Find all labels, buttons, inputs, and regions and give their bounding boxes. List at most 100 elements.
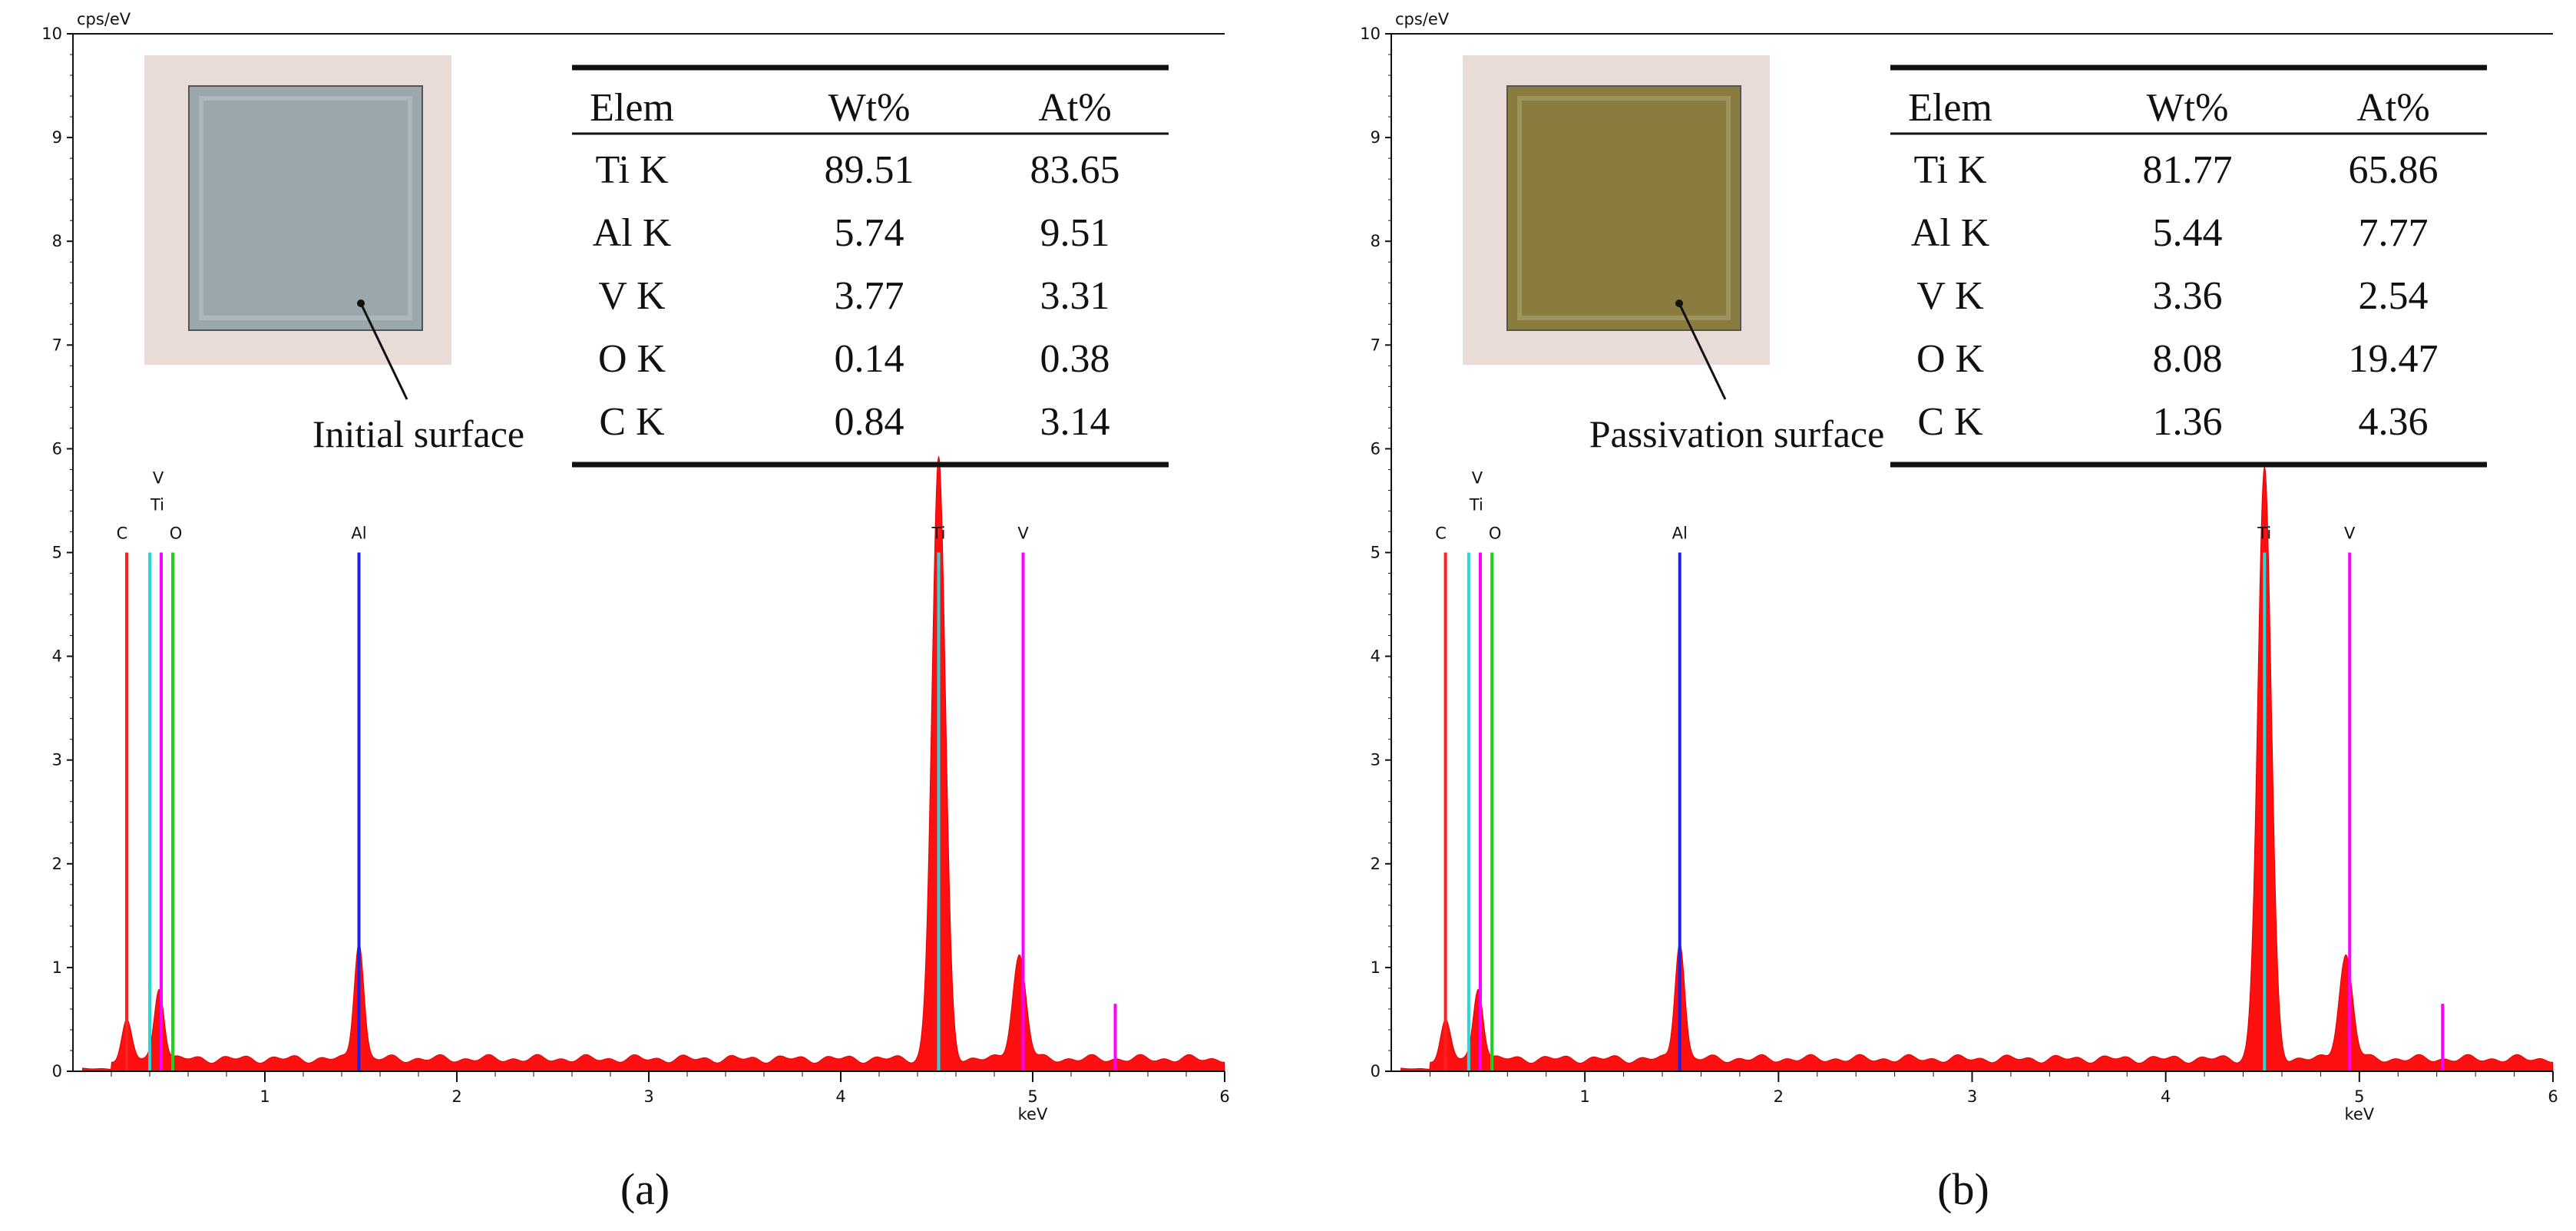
x-tick-label: 4	[835, 1087, 845, 1106]
table-value: 83.65	[1030, 148, 1120, 192]
panel-label: (b)	[1937, 1164, 1989, 1214]
table-value: 0.14	[835, 337, 904, 381]
table-value: 8.08	[2153, 337, 2223, 381]
eds-panel-b: C Ti V O Al Ti V 0 1 2 3 4 5 6 7 8 9 10 1 2 3 4 5 6 cps/eV keV Pas…	[1360, 10, 2558, 1214]
x-tick-label: 3	[643, 1087, 653, 1106]
panel-label: (a)	[620, 1164, 670, 1214]
element-label: Ti	[1469, 496, 1483, 515]
x-tick-label: 1	[260, 1087, 270, 1106]
y-tick-label: 4	[1371, 647, 1381, 666]
x-tick-label: 2	[451, 1087, 461, 1106]
caption-pointer	[1678, 303, 1727, 400]
eds-spectrum	[82, 456, 1225, 1072]
table-value: 5.74	[835, 211, 904, 255]
table-value: 2.54	[2359, 274, 2429, 318]
x-tick-label: 5	[1027, 1087, 1037, 1106]
y-tick-label: 4	[52, 647, 62, 666]
element-label: V	[1017, 524, 1029, 543]
table-element: V K	[1916, 274, 1984, 318]
y-axis-label: cps/eV	[1395, 10, 1450, 28]
table-element: Ti K	[596, 148, 669, 192]
x-tick-label: 5	[2354, 1087, 2364, 1106]
table-header: At%	[2356, 86, 2429, 130]
y-tick-label: 2	[1371, 855, 1381, 873]
y-tick-label: 1	[1371, 958, 1381, 977]
sample-caption: Initial surface	[312, 412, 524, 455]
element-label: O	[170, 524, 183, 543]
y-tick-label: 5	[1371, 544, 1381, 562]
element-label: V	[2344, 524, 2356, 543]
table-element: Ti K	[1914, 148, 1987, 192]
table-value: 0.84	[835, 400, 904, 444]
y-tick-label: 5	[52, 544, 62, 562]
sample-sheen	[1517, 96, 1731, 320]
caption-pointer	[359, 303, 408, 400]
table-element: Al K	[1911, 211, 1990, 255]
element-label: Al	[351, 524, 366, 543]
sample-photo: Passivation surface	[1463, 55, 1884, 455]
x-tick-label: 6	[2548, 1087, 2558, 1106]
element-label: O	[1489, 524, 1502, 543]
y-tick-label: 8	[1371, 232, 1381, 250]
y-tick-label: 3	[1371, 751, 1381, 769]
y-tick-label: 1	[52, 958, 62, 977]
composition-table: Elem Wt% At% Ti K 89.51 83.65 Al K 5.74 9.51 V K 3…	[572, 65, 1169, 468]
y-tick-label: 3	[52, 751, 62, 769]
element-label: V	[153, 469, 164, 488]
x-tick-label: 4	[2161, 1087, 2171, 1106]
eds-panel-a: C Ti V O Al Ti V 0 1 2 3 4 5 6 7 8 9 10 1 2 3 4 5 6 cps/eV keV Ini…	[41, 10, 1229, 1214]
table-header: Elem	[1908, 86, 1992, 130]
y-tick-label: 2	[52, 855, 62, 873]
table-value: 1.36	[2153, 400, 2223, 444]
table-value: 9.51	[1040, 211, 1110, 255]
table-value: 4.36	[2359, 400, 2429, 444]
element-label: V	[1472, 469, 1483, 488]
y-tick-label: 8	[52, 232, 62, 250]
table-value: 3.14	[1040, 400, 1110, 444]
sample-photo: Initial surface	[144, 55, 524, 455]
table-value: 81.77	[2143, 148, 2233, 192]
y-tick-label: 9	[52, 128, 62, 147]
y-tick-label: 10	[1360, 25, 1381, 43]
element-label: Ti	[2257, 524, 2271, 543]
table-element: V K	[598, 274, 666, 318]
table-value: 3.31	[1040, 274, 1110, 318]
sample-sheen	[199, 96, 412, 320]
table-value: 5.44	[2153, 211, 2223, 255]
x-axis-label: keV	[1018, 1105, 1048, 1123]
table-value: 0.38	[1040, 337, 1110, 381]
table-header: Elem	[590, 86, 674, 130]
y-tick-label: 9	[1371, 128, 1381, 147]
table-value: 19.47	[2349, 337, 2439, 381]
y-tick-label: 7	[1371, 336, 1381, 354]
sample-caption: Passivation surface	[1589, 412, 1885, 455]
y-axis-label: cps/eV	[77, 10, 131, 28]
x-tick-label: 1	[1579, 1087, 1589, 1106]
metal-sample	[188, 85, 423, 331]
table-element: C K	[1917, 400, 1983, 444]
caption-pointer-dot	[357, 299, 365, 307]
x-tick-label: 2	[1774, 1087, 1784, 1106]
element-label: Ti	[150, 496, 164, 515]
table-value: 3.36	[2153, 274, 2223, 318]
table-header: Wt%	[2147, 86, 2229, 130]
table-header: At%	[1038, 86, 1111, 130]
y-tick-label: 10	[41, 25, 62, 43]
caption-pointer-dot	[1675, 299, 1683, 307]
y-tick-label: 0	[52, 1062, 62, 1080]
element-label: Ti	[931, 524, 945, 543]
metal-sample	[1506, 85, 1741, 331]
y-tick-label: 6	[1371, 439, 1381, 458]
element-label: C	[1435, 524, 1447, 543]
x-axis-label: keV	[2344, 1105, 2374, 1123]
table-value: 3.77	[835, 274, 904, 318]
eds-spectrum	[1400, 466, 2554, 1072]
table-value: 89.51	[825, 148, 914, 192]
table-value: 7.77	[2359, 211, 2429, 255]
table-element: O K	[598, 337, 666, 381]
x-tick-label: 6	[1219, 1087, 1229, 1106]
table-element: O K	[1916, 337, 1985, 381]
y-tick-label: 0	[1371, 1062, 1381, 1080]
element-label: Al	[1672, 524, 1688, 543]
